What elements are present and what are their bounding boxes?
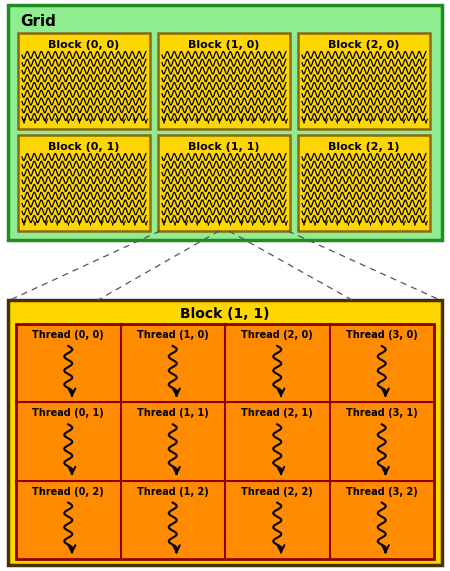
Text: Grid: Grid	[20, 14, 56, 29]
Text: Thread (0, 0): Thread (0, 0)	[32, 330, 104, 340]
Text: Thread (2, 2): Thread (2, 2)	[241, 486, 313, 497]
Text: Thread (0, 2): Thread (0, 2)	[32, 486, 104, 497]
FancyBboxPatch shape	[158, 33, 290, 129]
FancyBboxPatch shape	[18, 135, 150, 231]
Text: Thread (3, 0): Thread (3, 0)	[346, 330, 418, 340]
FancyBboxPatch shape	[158, 135, 290, 231]
FancyBboxPatch shape	[18, 33, 150, 129]
Text: Block (0, 0): Block (0, 0)	[49, 40, 120, 50]
Text: Block (1, 1): Block (1, 1)	[188, 142, 260, 152]
Text: Block (0, 1): Block (0, 1)	[48, 142, 120, 152]
Text: Block (2, 0): Block (2, 0)	[328, 40, 400, 50]
FancyBboxPatch shape	[8, 300, 442, 565]
Text: Thread (2, 0): Thread (2, 0)	[241, 330, 313, 340]
Text: Thread (3, 2): Thread (3, 2)	[346, 486, 418, 497]
Text: Thread (2, 1): Thread (2, 1)	[241, 408, 313, 419]
Text: Block (2, 1): Block (2, 1)	[328, 142, 400, 152]
FancyBboxPatch shape	[16, 324, 434, 559]
Text: Block (1, 0): Block (1, 0)	[188, 40, 260, 50]
Text: Thread (0, 1): Thread (0, 1)	[32, 408, 104, 419]
FancyBboxPatch shape	[298, 33, 430, 129]
Text: Thread (3, 1): Thread (3, 1)	[346, 408, 418, 419]
FancyBboxPatch shape	[8, 5, 442, 240]
Text: Thread (1, 2): Thread (1, 2)	[137, 486, 209, 497]
FancyBboxPatch shape	[298, 135, 430, 231]
Text: Block (1, 1): Block (1, 1)	[180, 307, 270, 321]
Text: Thread (1, 1): Thread (1, 1)	[137, 408, 209, 419]
Text: Thread (1, 0): Thread (1, 0)	[137, 330, 209, 340]
